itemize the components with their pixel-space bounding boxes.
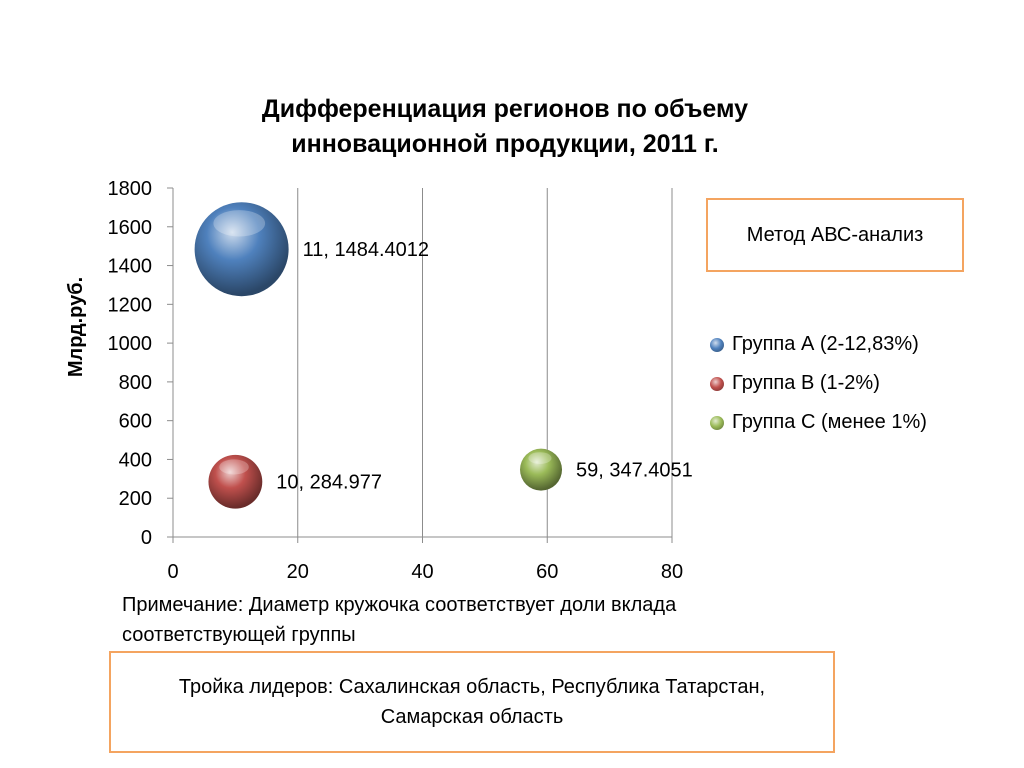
- y-tick-label-800: 800: [119, 372, 152, 394]
- y-tick-label-0: 0: [141, 527, 152, 549]
- legend-item-group-c: Группа С (менее 1%): [710, 403, 927, 442]
- bubble-2: [520, 448, 563, 491]
- x-tick-label-20: 20: [287, 561, 309, 583]
- leaders-box: Тройка лидеров: Сахалинская область, Рес…: [109, 651, 835, 753]
- data-label-2: 59, 347.4051: [576, 460, 693, 482]
- y-tick-label-400: 400: [119, 449, 152, 471]
- data-label-1: 10, 284.977: [276, 472, 382, 494]
- legend-marker-group-a: [710, 337, 724, 352]
- chart-title-line-1: Дифференциация регионов по объему: [261, 95, 749, 123]
- method-box-text: Метод АВС-анализ: [746, 223, 924, 246]
- legend-item-group-b: Группа В (1-2%): [710, 364, 927, 403]
- leaders-box-text: Тройка лидеров: Сахалинская область, Рес…: [178, 676, 766, 728]
- y-tick-label-1200: 1200: [108, 294, 153, 316]
- chart-title: Дифференциация регионов по объему иннова…: [200, 92, 810, 162]
- legend-label-group-c: Группа С (менее 1%): [732, 411, 927, 433]
- legend-item-group-a: Группа А (2-12,83%): [710, 325, 927, 364]
- chart-legend: Группа А (2-12,83%) Группа В (1-2%) Груп…: [710, 325, 927, 442]
- chart-note: Примечание: Диаметр кружочка соответству…: [122, 594, 677, 646]
- method-box: Метод АВС-анализ: [706, 198, 964, 272]
- data-labels: 11, 1484.4012 10, 284.977 59, 347.4051: [276, 239, 693, 494]
- data-label-0: 11, 1484.4012: [303, 239, 429, 261]
- legend-label-group-b: Группа В (1-2%): [732, 372, 880, 394]
- bubble-0: [194, 202, 289, 297]
- y-tick-label-1000: 1000: [108, 333, 153, 355]
- bubbles: [194, 202, 563, 509]
- x-tick-label-40: 40: [411, 561, 433, 583]
- chart-title-line-2: инновационной продукции, 2011 г.: [291, 130, 719, 158]
- y-tick-label-1400: 1400: [108, 256, 153, 278]
- y-tick-label-600: 600: [119, 411, 152, 433]
- y-tick-label-1600: 1600: [108, 217, 153, 239]
- legend-marker-group-c: [710, 415, 724, 430]
- x-tick-label-80: 80: [661, 561, 683, 583]
- x-tick-label-60: 60: [536, 561, 558, 583]
- y-tick-label-200: 200: [119, 488, 152, 510]
- y-tick-label-1800: 1800: [108, 178, 153, 200]
- legend-label-group-a: Группа А (2-12,83%): [732, 333, 919, 355]
- bubble-1: [208, 454, 263, 509]
- bubble-highlight-2: [528, 452, 552, 464]
- bubble-highlight-1: [219, 459, 249, 475]
- bubble-highlight-0: [213, 210, 266, 237]
- x-tick-label-0: 0: [167, 561, 178, 583]
- tick-labels: 0 200 400 600 800 1000 1200 1400 1600 1800 0 20 40 60…: [108, 178, 684, 583]
- legend-marker-group-b: [710, 376, 724, 391]
- axes: [167, 187, 673, 543]
- y-axis-label: Млрд.руб.: [65, 277, 87, 377]
